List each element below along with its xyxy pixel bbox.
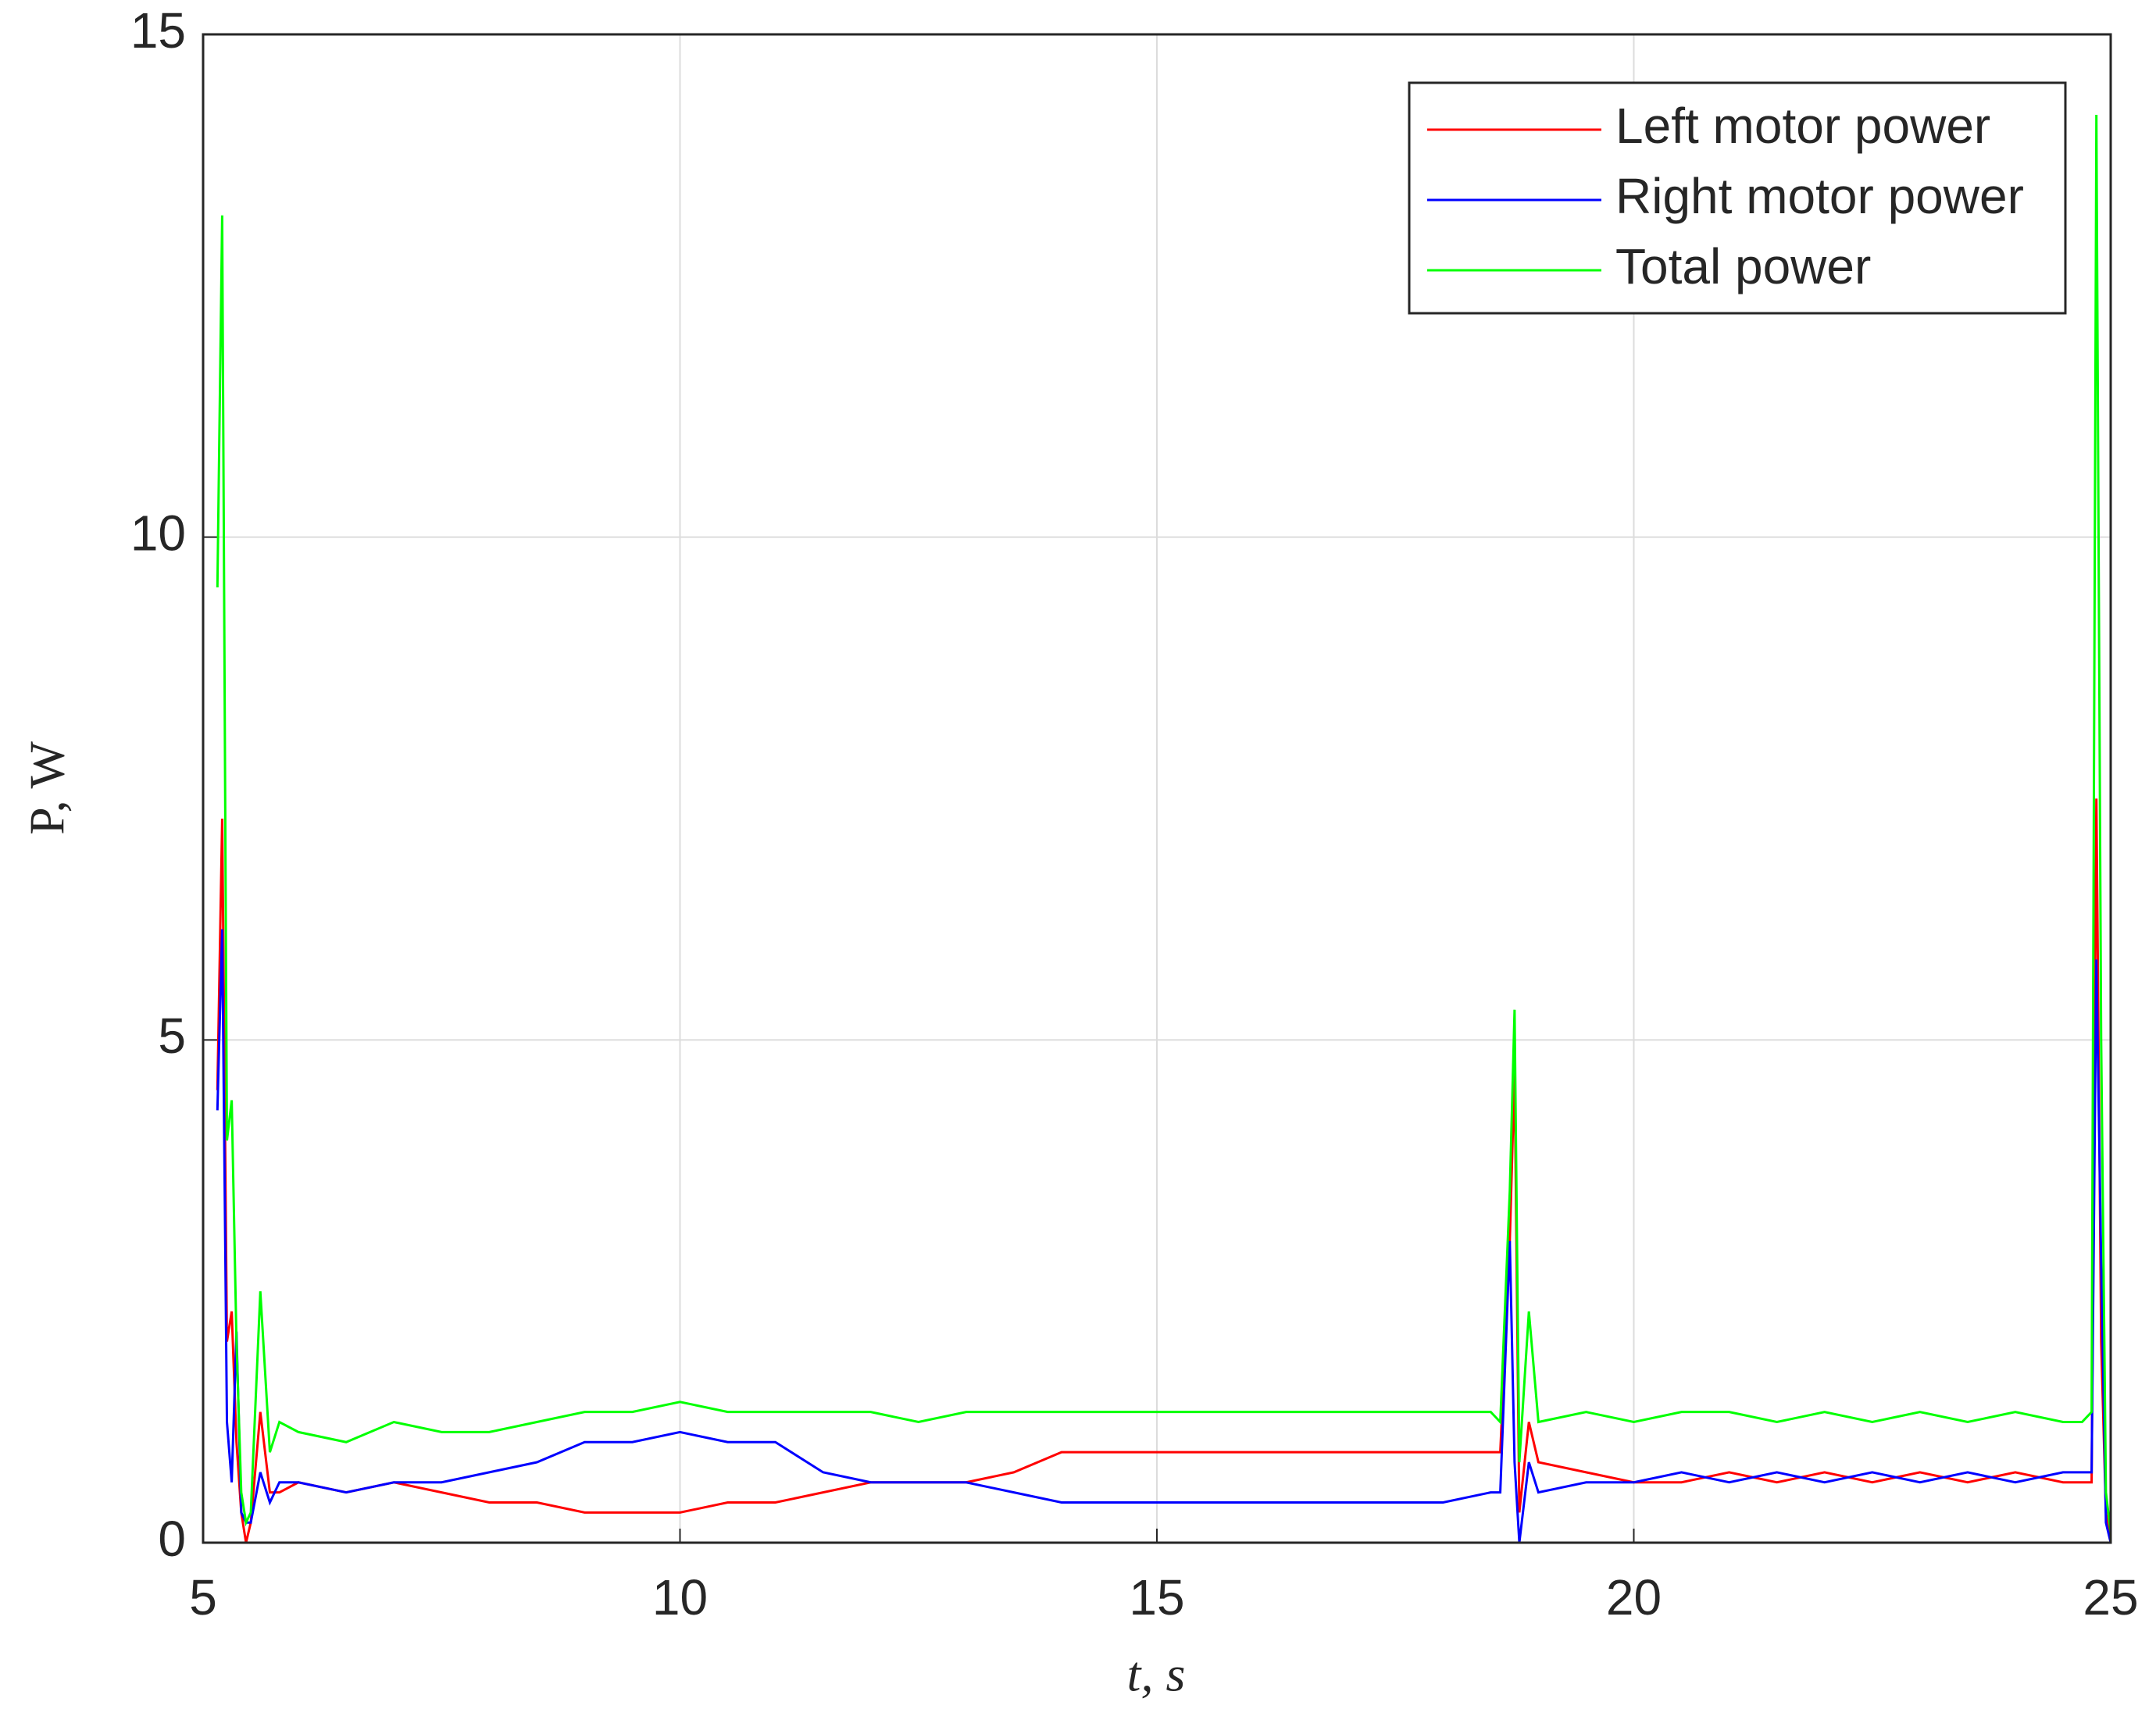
legend-label: Total power <box>1615 238 1871 294</box>
y-axis-label: P, W <box>20 741 75 835</box>
x-tick-label: 25 <box>2083 1569 2138 1625</box>
x-tick-label: 5 <box>189 1569 217 1625</box>
series-line <box>216 798 2112 1543</box>
x-axis-label: t, s <box>1127 1647 1186 1702</box>
series-line <box>216 114 2112 1533</box>
x-tick-label: 15 <box>1129 1569 1184 1625</box>
legend-label: Left motor power <box>1615 98 1990 154</box>
legend-label: Right motor power <box>1615 168 2024 224</box>
y-tick-label: 10 <box>130 505 186 562</box>
x-tick-label: 10 <box>652 1569 708 1625</box>
y-tick-label: 5 <box>158 1008 186 1064</box>
legend-box <box>1408 81 2067 315</box>
x-tick-label: 20 <box>1606 1569 1662 1625</box>
y-tick-label: 15 <box>130 2 186 59</box>
plot-frame <box>202 33 2112 1544</box>
y-tick-label: 0 <box>158 1511 186 1567</box>
series-line <box>216 929 2112 1543</box>
